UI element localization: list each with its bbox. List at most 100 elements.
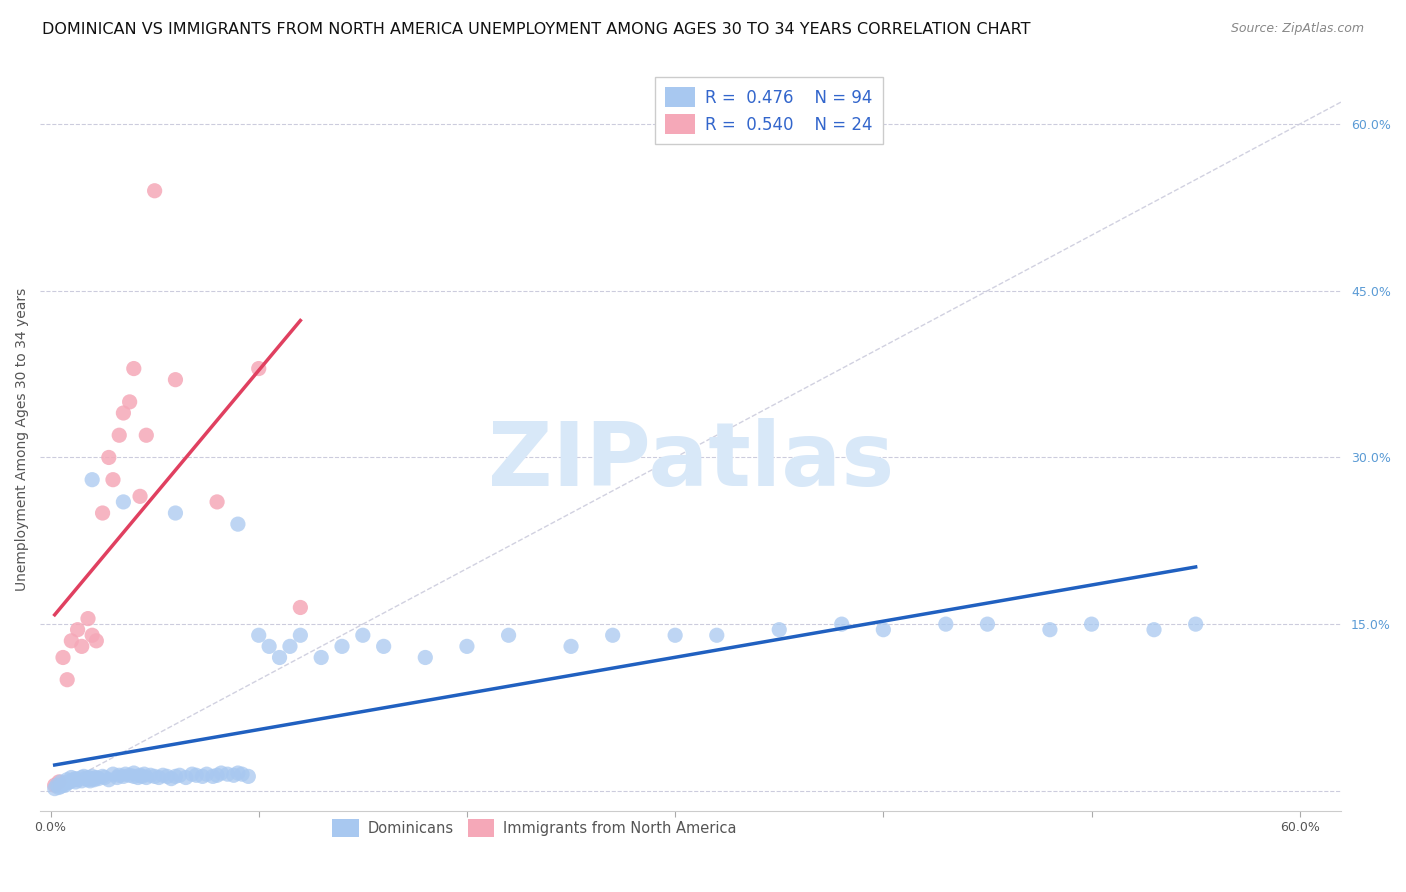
Point: [205, 495, 228, 509]
Point: [91, 506, 114, 520]
Point: [222, 768, 245, 782]
Point: [129, 768, 152, 782]
Point: [135, 771, 157, 785]
Point: [44, 778, 66, 792]
Point: [87, 772, 110, 786]
Point: [53, 778, 76, 792]
Point: [456, 640, 478, 654]
Point: [129, 489, 152, 503]
Text: DOMINICAN VS IMMIGRANTS FROM NORTH AMERICA UNEMPLOYMENT AMONG AGES 30 TO 34 YEAR: DOMINICAN VS IMMIGRANTS FROM NORTH AMERI…: [42, 22, 1031, 37]
Point: [872, 623, 894, 637]
Point: [186, 768, 208, 782]
Point: [935, 617, 957, 632]
Point: [97, 772, 120, 787]
Point: [122, 769, 145, 783]
Point: [330, 640, 353, 654]
Point: [82, 628, 104, 642]
Y-axis label: Unemployment Among Ages 30 to 34 years: Unemployment Among Ages 30 to 34 years: [15, 288, 30, 591]
Point: [56, 673, 79, 687]
Point: [82, 473, 104, 487]
Text: ZIPatlas: ZIPatlas: [488, 418, 894, 506]
Point: [122, 766, 145, 780]
Point: [114, 767, 136, 781]
Point: [1080, 617, 1102, 632]
Point: [108, 428, 131, 442]
Point: [70, 640, 93, 654]
Point: [56, 776, 79, 790]
Point: [160, 772, 183, 786]
Point: [105, 771, 128, 785]
Point: [82, 769, 104, 783]
Point: [226, 766, 249, 780]
Point: [93, 771, 115, 785]
Point: [217, 767, 239, 781]
Point: [77, 772, 100, 787]
Point: [66, 772, 89, 787]
Point: [52, 777, 75, 791]
Point: [373, 640, 395, 654]
Point: [86, 771, 108, 785]
Point: [83, 772, 105, 787]
Point: [1039, 623, 1062, 637]
Point: [131, 769, 153, 783]
Point: [174, 771, 197, 785]
Point: [77, 611, 100, 625]
Point: [60, 773, 83, 788]
Point: [290, 600, 312, 615]
Point: [165, 373, 187, 387]
Point: [352, 628, 374, 642]
Point: [664, 628, 686, 642]
Point: [112, 495, 135, 509]
Point: [602, 628, 624, 642]
Legend: Dominicans, Immigrants from North America: Dominicans, Immigrants from North Americ…: [325, 812, 744, 845]
Point: [62, 772, 84, 787]
Point: [560, 640, 582, 654]
Point: [1184, 617, 1206, 632]
Point: [238, 769, 260, 783]
Point: [201, 769, 224, 783]
Point: [195, 767, 218, 781]
Point: [191, 769, 214, 783]
Point: [56, 772, 79, 787]
Point: [101, 473, 124, 487]
Point: [127, 771, 149, 785]
Point: [831, 617, 853, 632]
Point: [139, 768, 162, 782]
Point: [498, 628, 520, 642]
Point: [148, 771, 170, 785]
Point: [58, 775, 80, 789]
Point: [60, 633, 83, 648]
Point: [181, 767, 204, 781]
Point: [48, 775, 70, 789]
Point: [226, 517, 249, 532]
Point: [278, 640, 301, 654]
Point: [247, 628, 270, 642]
Point: [205, 768, 228, 782]
Point: [65, 775, 87, 789]
Point: [976, 617, 998, 632]
Point: [134, 767, 156, 781]
Point: [101, 767, 124, 781]
Point: [97, 450, 120, 465]
Point: [82, 772, 104, 786]
Point: [44, 781, 66, 796]
Point: [86, 633, 108, 648]
Point: [79, 773, 101, 788]
Point: [152, 768, 174, 782]
Point: [108, 768, 131, 782]
Point: [257, 640, 280, 654]
Point: [60, 771, 83, 785]
Point: [48, 780, 70, 795]
Point: [165, 769, 187, 783]
Point: [706, 628, 728, 642]
Text: Source: ZipAtlas.com: Source: ZipAtlas.com: [1230, 22, 1364, 36]
Point: [143, 769, 166, 783]
Point: [309, 650, 332, 665]
Point: [156, 769, 179, 783]
Point: [118, 395, 141, 409]
Point: [122, 361, 145, 376]
Point: [52, 650, 75, 665]
Point: [143, 184, 166, 198]
Point: [45, 778, 67, 792]
Point: [49, 780, 72, 794]
